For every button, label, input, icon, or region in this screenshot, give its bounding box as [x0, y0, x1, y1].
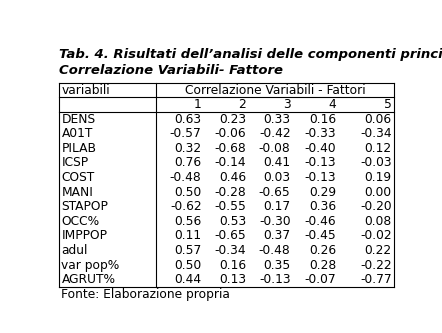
- Text: -0.62: -0.62: [170, 200, 202, 213]
- Text: 0.41: 0.41: [263, 157, 290, 169]
- Text: ICSP: ICSP: [61, 157, 88, 169]
- Text: 0.23: 0.23: [219, 113, 246, 126]
- Text: 0.13: 0.13: [219, 273, 246, 286]
- Text: -0.13: -0.13: [305, 157, 336, 169]
- Text: 0.53: 0.53: [219, 215, 246, 228]
- Text: 2: 2: [238, 98, 246, 111]
- Text: -0.13: -0.13: [259, 273, 290, 286]
- Text: -0.46: -0.46: [305, 215, 336, 228]
- Text: Fonte: Elaborazione propria: Fonte: Elaborazione propria: [61, 288, 230, 301]
- Text: -0.34: -0.34: [360, 127, 392, 140]
- Text: -0.40: -0.40: [305, 142, 336, 155]
- Text: -0.55: -0.55: [214, 200, 246, 213]
- Text: 0.44: 0.44: [175, 273, 202, 286]
- Text: Correlazione Variabili - Fattori: Correlazione Variabili - Fattori: [185, 84, 366, 97]
- Text: 5: 5: [384, 98, 392, 111]
- Text: -0.68: -0.68: [214, 142, 246, 155]
- Text: Tab. 4. Risultati dell’analisi delle componenti principali.: Tab. 4. Risultati dell’analisi delle com…: [59, 48, 442, 61]
- Text: -0.14: -0.14: [214, 157, 246, 169]
- Text: 0.12: 0.12: [365, 142, 392, 155]
- Text: 1: 1: [194, 98, 202, 111]
- Text: -0.30: -0.30: [259, 215, 290, 228]
- Text: 0.46: 0.46: [219, 171, 246, 184]
- Text: -0.65: -0.65: [259, 185, 290, 199]
- Text: -0.03: -0.03: [360, 157, 392, 169]
- Text: -0.48: -0.48: [170, 171, 202, 184]
- Text: 3: 3: [283, 98, 290, 111]
- Text: -0.28: -0.28: [214, 185, 246, 199]
- Text: 0.19: 0.19: [365, 171, 392, 184]
- Text: -0.08: -0.08: [259, 142, 290, 155]
- Text: -0.77: -0.77: [360, 273, 392, 286]
- Text: 0.28: 0.28: [309, 259, 336, 272]
- Text: -0.06: -0.06: [214, 127, 246, 140]
- Text: MANI: MANI: [61, 185, 93, 199]
- Text: Correlazione Variabili- Fattore: Correlazione Variabili- Fattore: [59, 64, 283, 77]
- Text: A01T: A01T: [61, 127, 93, 140]
- Text: 0.32: 0.32: [175, 142, 202, 155]
- Text: 0.50: 0.50: [174, 259, 202, 272]
- Text: -0.02: -0.02: [360, 229, 392, 242]
- Text: -0.07: -0.07: [305, 273, 336, 286]
- Text: 0.33: 0.33: [263, 113, 290, 126]
- Text: 0.08: 0.08: [364, 215, 392, 228]
- Text: variabili: variabili: [61, 84, 110, 97]
- Text: -0.22: -0.22: [360, 259, 392, 272]
- Text: var pop%: var pop%: [61, 259, 120, 272]
- Text: -0.57: -0.57: [170, 127, 202, 140]
- Text: OCC%: OCC%: [61, 215, 99, 228]
- Text: 0.16: 0.16: [309, 113, 336, 126]
- Text: 0.03: 0.03: [263, 171, 290, 184]
- Text: -0.33: -0.33: [305, 127, 336, 140]
- Text: 0.17: 0.17: [263, 200, 290, 213]
- Text: -0.20: -0.20: [360, 200, 392, 213]
- Text: 0.06: 0.06: [365, 113, 392, 126]
- Text: -0.45: -0.45: [305, 229, 336, 242]
- Text: -0.13: -0.13: [305, 171, 336, 184]
- Text: 0.00: 0.00: [365, 185, 392, 199]
- Text: STAPOP: STAPOP: [61, 200, 108, 213]
- Text: 0.35: 0.35: [263, 259, 290, 272]
- Text: 0.56: 0.56: [174, 215, 202, 228]
- Text: 0.37: 0.37: [263, 229, 290, 242]
- Text: 4: 4: [328, 98, 336, 111]
- Text: COST: COST: [61, 171, 95, 184]
- Text: 0.16: 0.16: [219, 259, 246, 272]
- Text: IMPPOP: IMPPOP: [61, 229, 107, 242]
- Text: 0.26: 0.26: [309, 244, 336, 257]
- Text: 0.63: 0.63: [175, 113, 202, 126]
- Text: 0.29: 0.29: [309, 185, 336, 199]
- Text: 0.76: 0.76: [175, 157, 202, 169]
- Text: -0.42: -0.42: [259, 127, 290, 140]
- Text: 0.36: 0.36: [309, 200, 336, 213]
- Text: AGRUT%: AGRUT%: [61, 273, 115, 286]
- Text: 0.50: 0.50: [174, 185, 202, 199]
- Text: adul: adul: [61, 244, 88, 257]
- Text: 0.22: 0.22: [365, 244, 392, 257]
- Text: 0.57: 0.57: [174, 244, 202, 257]
- Text: -0.34: -0.34: [214, 244, 246, 257]
- Text: -0.48: -0.48: [259, 244, 290, 257]
- Text: PILAB: PILAB: [61, 142, 96, 155]
- Text: DENS: DENS: [61, 113, 95, 126]
- Text: -0.65: -0.65: [214, 229, 246, 242]
- Text: 0.11: 0.11: [175, 229, 202, 242]
